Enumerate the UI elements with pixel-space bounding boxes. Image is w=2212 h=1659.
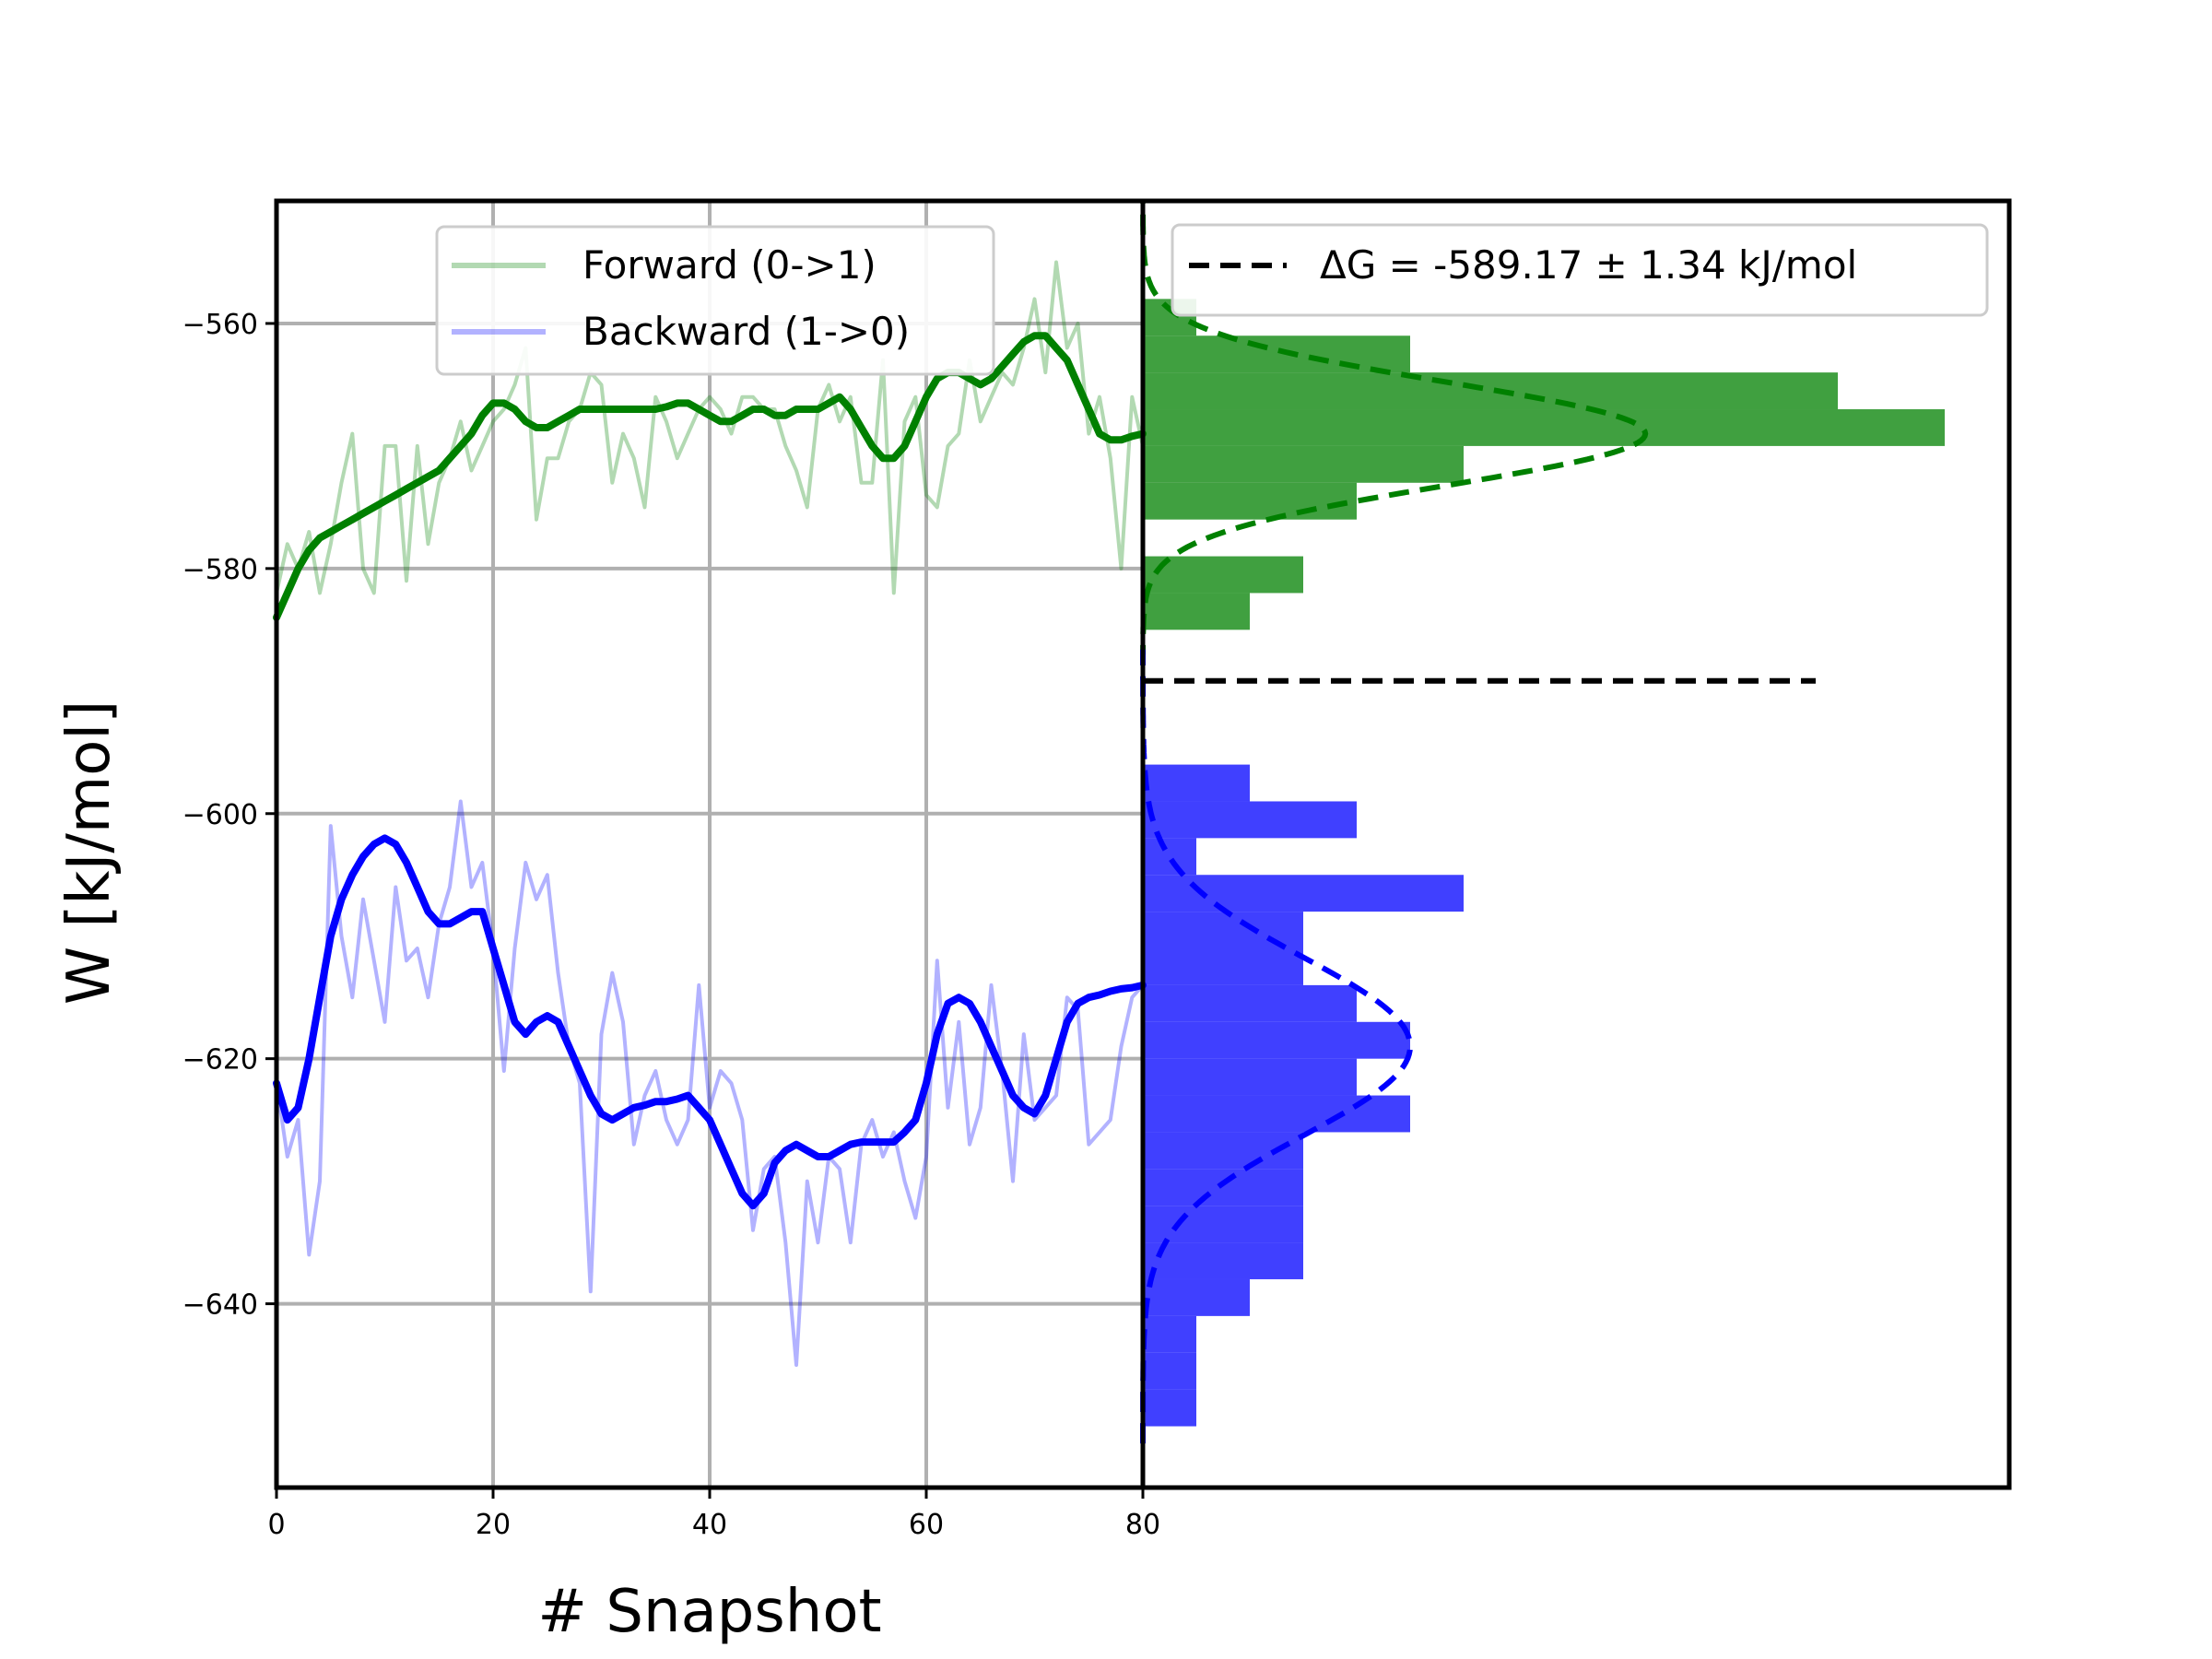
histogram-bar xyxy=(1143,482,1357,520)
raw-trace-backward xyxy=(275,799,1145,1367)
histogram-bar xyxy=(1143,875,1464,912)
y-tick-label: −600 xyxy=(182,799,258,831)
histogram-bar xyxy=(1143,372,1838,410)
gaussian-fit-backward xyxy=(1140,649,1414,1444)
histogram-bar xyxy=(1143,1389,1196,1427)
gaussian-fit-forward xyxy=(1140,202,1649,665)
histogram-bar xyxy=(1143,1352,1196,1390)
x-tick-label: 0 xyxy=(267,1509,285,1541)
x-axis-label: # Snapshot xyxy=(537,1578,881,1646)
smooth-trace-forward xyxy=(273,332,1147,621)
delta-g-legend: ΔG = -589.17 ± 1.34 kJ/mol xyxy=(1171,223,1989,317)
traces xyxy=(273,260,1147,1367)
histogram-bar xyxy=(1143,1206,1303,1243)
right-panel-frame xyxy=(1140,198,2012,1490)
legend-box xyxy=(1171,223,1989,317)
histograms xyxy=(1140,202,1945,1444)
histogram-bar xyxy=(1143,1021,1410,1059)
y-tick-label: −620 xyxy=(182,1044,258,1077)
legend-label: Backward (1->0) xyxy=(582,309,910,354)
y-tick-label: −560 xyxy=(182,309,258,341)
histogram-bar xyxy=(1143,335,1410,373)
histogram-backward xyxy=(1140,649,1464,1444)
delta-g-label: ΔG = -589.17 ± 1.34 kJ/mol xyxy=(1320,242,1857,288)
histogram-bar xyxy=(1143,1242,1303,1279)
histogram-bar xyxy=(1143,1058,1357,1096)
y-tick-label: −580 xyxy=(182,554,258,586)
legend-label: Forward (0->1) xyxy=(582,242,877,288)
histogram-bar xyxy=(1143,984,1357,1022)
histogram-bar xyxy=(1143,593,1250,630)
histogram-bar xyxy=(1143,556,1303,594)
legend-box xyxy=(435,225,995,376)
x-tick-label: 80 xyxy=(1125,1509,1160,1541)
histogram-bar xyxy=(1143,1169,1303,1206)
histogram-forward xyxy=(1140,202,1945,665)
histogram-bar xyxy=(1143,764,1250,802)
histogram-bar xyxy=(1143,1095,1410,1133)
y-tick-label: −640 xyxy=(182,1289,258,1322)
histogram-bar xyxy=(1143,1278,1250,1316)
histogram-bar xyxy=(1143,445,1464,483)
traces-legend: Forward (0->1) Backward (1->0) xyxy=(435,225,995,376)
histogram-bar xyxy=(1143,409,1945,446)
x-tick-label: 40 xyxy=(692,1509,727,1541)
smooth-trace-backward xyxy=(273,834,1147,1210)
y-axis-label: W [kJ/mol] xyxy=(55,700,124,1005)
histogram-bar xyxy=(1143,1315,1196,1353)
histogram-bar xyxy=(1143,801,1357,839)
x-tick-label: 60 xyxy=(909,1509,944,1541)
x-tick-label: 20 xyxy=(476,1509,511,1541)
tick-labels: 0 20 40 60 80 −560 −580 −600 −620 −640 xyxy=(182,309,1161,1541)
histogram-bar xyxy=(1143,948,1303,985)
histogram-bar xyxy=(1143,838,1196,876)
